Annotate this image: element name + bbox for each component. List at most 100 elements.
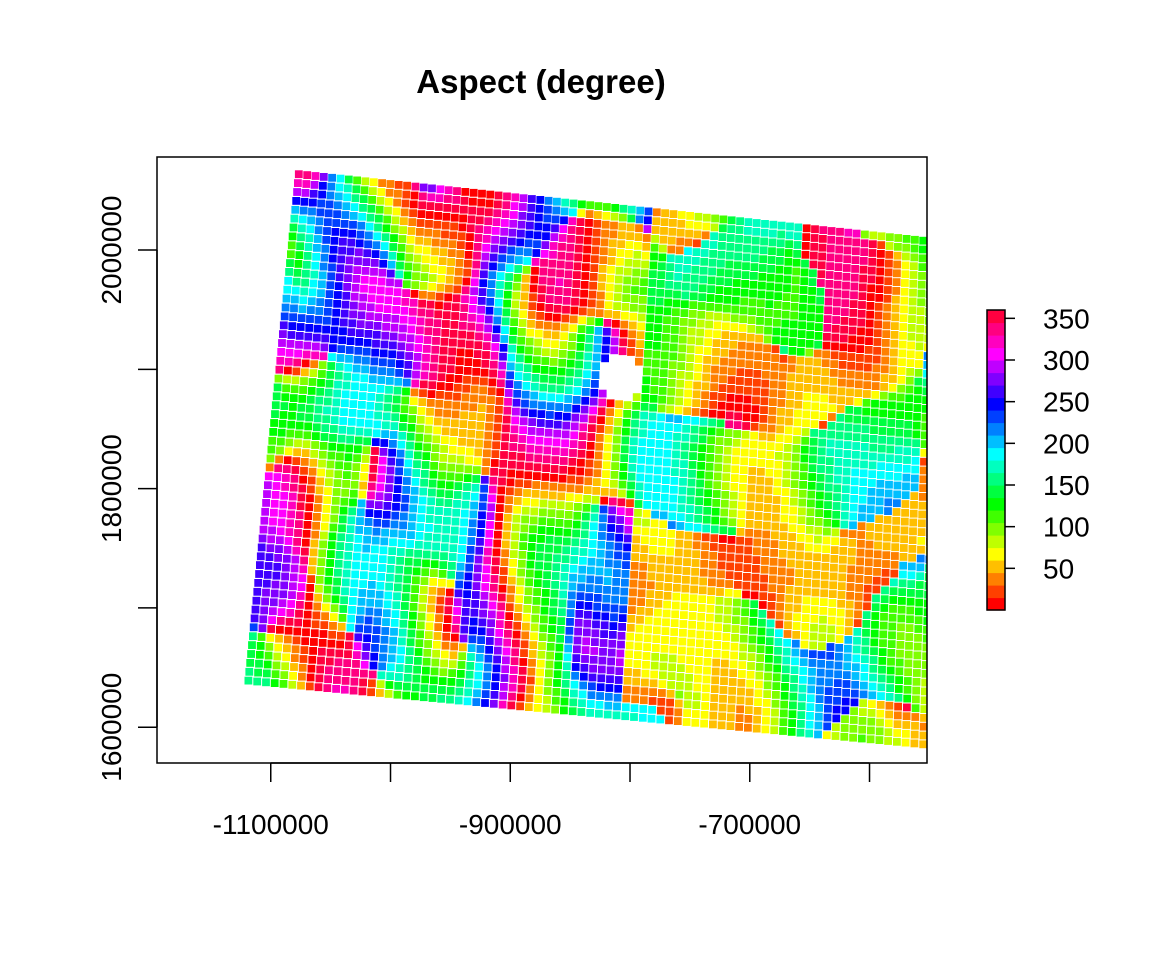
raster-cell [554,412,563,420]
raster-cell [392,494,401,502]
raster-cell [844,432,852,441]
raster-cell [728,518,737,527]
raster-cell [491,566,500,574]
raster-cell [665,272,674,280]
raster-cell [892,525,900,534]
raster-cell [639,696,648,705]
raster-cell [768,415,776,424]
raster-cell [303,431,312,440]
raster-cell [336,443,345,452]
raster-cell [365,231,373,240]
raster-cell [534,454,543,463]
raster-cell [368,473,377,482]
raster-cell [258,624,267,633]
raster-cell [775,629,783,638]
raster-cell [896,641,905,649]
raster-cell [738,501,746,510]
raster-cell [822,731,831,740]
raster-cell [872,594,880,603]
raster-cell [835,652,843,661]
raster-cell [700,257,709,266]
raster-cell [403,673,412,682]
raster-cell [675,397,683,406]
raster-cell [702,515,711,524]
raster-cell [493,316,502,325]
raster-cell [679,326,688,335]
raster-cell [536,419,545,427]
raster-cell [549,482,558,491]
raster-cell [695,488,704,497]
raster-cell [724,588,733,597]
raster-cell [349,212,358,220]
raster-cell [857,327,865,336]
raster-cell [646,590,655,598]
raster-cell [667,521,676,529]
raster-cell [661,636,669,644]
raster-cell [313,244,321,252]
raster-cell [412,576,420,585]
raster-cell [277,608,286,616]
raster-cell [478,511,486,520]
raster-cell [676,379,685,388]
raster-cell [875,497,884,506]
raster-cell [412,272,420,281]
raster-cell [336,264,345,273]
raster-cell [746,511,754,519]
raster-cell [434,623,443,631]
raster-cell [481,359,490,368]
raster-cell [498,245,507,254]
raster-cell [710,685,719,693]
raster-cell [381,233,390,242]
raster-cell [333,667,342,676]
raster-cell [557,617,566,625]
raster-cell [742,413,751,422]
raster-cell [903,677,912,685]
raster-cell [787,728,796,736]
raster-cell [438,686,446,694]
raster-cell [547,634,556,642]
raster-cell [666,689,675,698]
raster-cell [802,596,811,605]
raster-cell [469,296,478,304]
raster-cell [305,682,314,691]
raster-cell [491,227,500,235]
raster-cell [689,452,697,460]
raster-cell [522,613,531,622]
raster-cell [284,537,293,545]
raster-cell [789,320,798,329]
raster-cell [452,508,461,517]
raster-cell [868,470,877,479]
raster-cell [742,262,750,271]
raster-cell [924,343,927,352]
raster-cell [796,356,805,365]
raster-cell [425,416,434,425]
raster-cell [527,435,535,444]
raster-cell [763,344,771,353]
raster-cell [603,319,612,327]
raster-cell [908,306,917,315]
raster-cell [415,433,424,442]
raster-cell [543,330,552,339]
raster-cell [627,205,636,214]
raster-cell [702,364,711,373]
raster-cell [422,353,430,362]
raster-cell [291,295,299,304]
raster-cell [632,268,641,277]
raster-cell [459,214,467,223]
raster-cell [741,271,750,279]
raster-cell [667,245,676,254]
raster-cell [411,683,420,692]
raster-cell [835,635,844,643]
raster-cell [873,346,881,355]
raster-cell [423,541,432,550]
raster-cell [397,342,406,351]
raster-cell [777,230,786,239]
raster-cell [630,428,639,437]
raster-cell [923,369,927,378]
raster-cell [437,587,445,596]
raster-cell [721,650,730,659]
colorbar-tick-label: 200 [1043,428,1090,459]
raster-cell [667,379,676,387]
raster-cell [892,516,901,525]
raster-cell [402,486,411,494]
